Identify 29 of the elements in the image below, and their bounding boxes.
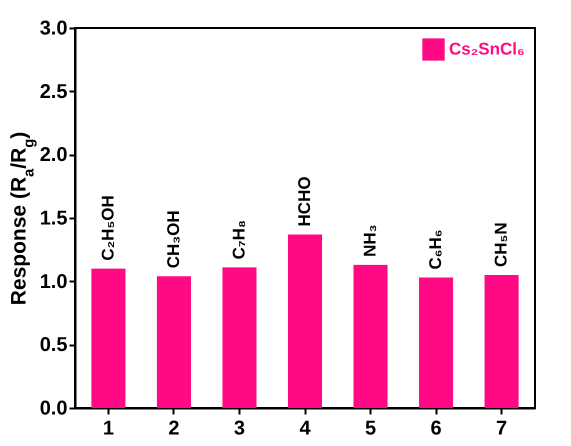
y-tick-label: 0.0 bbox=[40, 398, 68, 420]
bar bbox=[222, 267, 257, 408]
y-tick-label: 2.5 bbox=[40, 80, 68, 103]
bar bbox=[353, 264, 388, 408]
annotation: C₆H₆ bbox=[426, 230, 446, 270]
y-tick-label: 3.0 bbox=[40, 18, 68, 40]
bar bbox=[419, 278, 454, 408]
y-tick-label: 2.0 bbox=[40, 144, 68, 166]
annotation: NH₃ bbox=[360, 224, 380, 257]
x-tick-label: 3 bbox=[234, 418, 246, 440]
y-tick-label: 1.5 bbox=[40, 208, 68, 230]
bar bbox=[484, 275, 519, 408]
y-tick-label: 0.5 bbox=[40, 334, 68, 356]
annotation: C₂H₅OH bbox=[98, 195, 118, 261]
x-tick-label: 7 bbox=[496, 418, 508, 440]
x-tick-label: 2 bbox=[168, 418, 180, 440]
x-tick-label: 1 bbox=[102, 418, 114, 440]
annotation: HCHO bbox=[295, 176, 314, 226]
bar bbox=[288, 234, 322, 408]
bar bbox=[91, 268, 126, 408]
annotation: CH₃OH bbox=[164, 210, 183, 268]
annotation: C₇H₈ bbox=[229, 220, 248, 260]
bar bbox=[156, 276, 191, 408]
annotation: CH₅N bbox=[492, 222, 511, 267]
x-tick-label: 5 bbox=[364, 418, 376, 440]
x-tick-label: 4 bbox=[299, 418, 312, 440]
x-tick-label: 6 bbox=[430, 418, 442, 440]
legend-label: Cs₂SnCl₆ bbox=[449, 40, 525, 58]
y-tick-label: 1.0 bbox=[40, 270, 68, 293]
